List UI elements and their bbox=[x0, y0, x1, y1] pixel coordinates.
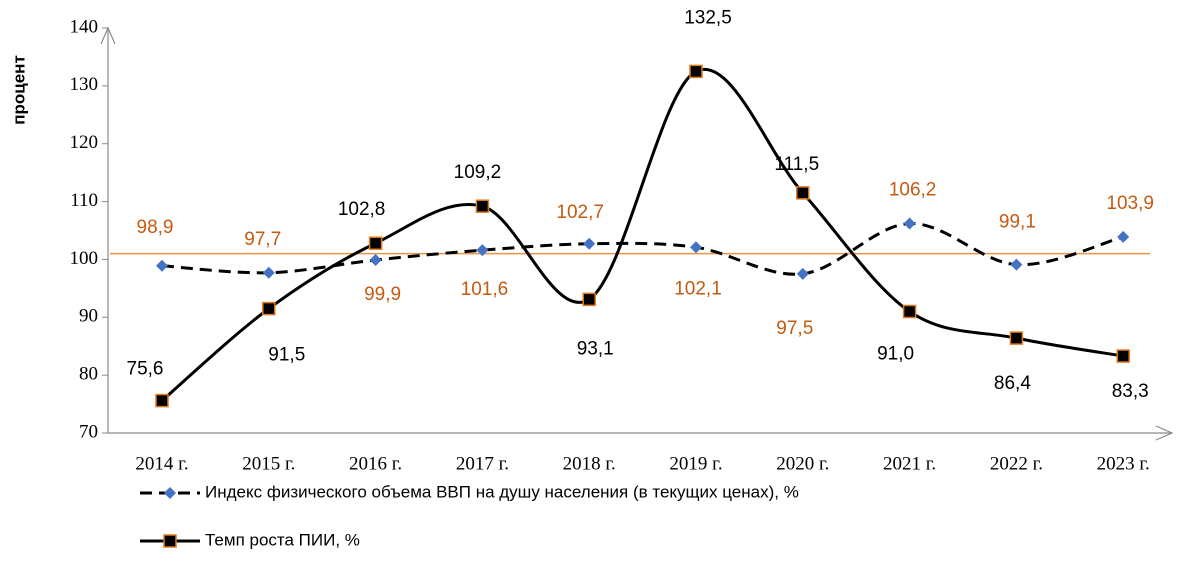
legend-label: Индекс физического объема ВВП на душу на… bbox=[205, 482, 799, 501]
y-tick-label: 90 bbox=[79, 306, 98, 327]
data-label: 106,2 bbox=[889, 180, 937, 201]
y-tick-label: 130 bbox=[70, 74, 99, 95]
x-tick-label: 2020 г. bbox=[776, 453, 829, 474]
y-tick-label: 140 bbox=[70, 16, 99, 37]
data-label: 93,1 bbox=[577, 338, 614, 359]
point bbox=[690, 241, 702, 254]
point bbox=[796, 186, 810, 200]
y-tick-label: 80 bbox=[79, 364, 98, 385]
data-label: 83,3 bbox=[1112, 381, 1149, 402]
point bbox=[262, 266, 275, 279]
x-tick-label: 2022 г. bbox=[990, 453, 1043, 474]
x-tick-label: 2018 г. bbox=[563, 453, 616, 474]
x-tick-label: 2014 г. bbox=[135, 453, 188, 474]
y-tick-label: 120 bbox=[70, 132, 99, 153]
point bbox=[583, 237, 596, 250]
data-label: 97,5 bbox=[776, 318, 813, 339]
point bbox=[475, 199, 490, 213]
x-tick-label: 2017 г. bbox=[456, 453, 509, 474]
data-label: 99,1 bbox=[999, 212, 1036, 233]
point bbox=[582, 292, 596, 307]
point bbox=[1117, 230, 1130, 243]
x-tick-label: 2015 г. bbox=[242, 453, 295, 474]
point bbox=[796, 267, 809, 280]
point bbox=[1009, 331, 1024, 345]
point bbox=[155, 393, 169, 408]
x-axis-arrow bbox=[1155, 425, 1174, 441]
y-tick-label: 70 bbox=[79, 421, 98, 442]
point bbox=[369, 254, 382, 267]
point bbox=[368, 236, 383, 250]
point bbox=[689, 64, 703, 79]
x-tick-label: 2021 г. bbox=[883, 453, 936, 474]
data-label: 98,9 bbox=[137, 217, 174, 238]
point bbox=[902, 304, 917, 319]
data-label: 91,5 bbox=[268, 345, 305, 366]
point bbox=[476, 244, 489, 257]
y-tick-label: 110 bbox=[70, 190, 98, 211]
data-label: 99,9 bbox=[364, 284, 401, 305]
data-label: 97,7 bbox=[244, 229, 281, 250]
data-label: 102,7 bbox=[556, 202, 604, 223]
series-line bbox=[161, 67, 1124, 402]
data-label: 102,8 bbox=[338, 199, 386, 220]
x-tick-label: 2019 г. bbox=[669, 453, 722, 474]
data-label: 102,1 bbox=[674, 278, 722, 299]
point bbox=[903, 217, 916, 230]
point bbox=[1010, 258, 1023, 271]
legend-marker bbox=[164, 487, 176, 499]
y-axis-label: процент bbox=[9, 55, 28, 125]
y-tick-label: 100 bbox=[70, 248, 99, 269]
data-label: 101,6 bbox=[461, 279, 509, 300]
data-label: 109,2 bbox=[454, 162, 502, 183]
data-label: 103,9 bbox=[1106, 193, 1154, 214]
data-label: 111,5 bbox=[774, 154, 819, 175]
data-label: 91,0 bbox=[877, 344, 914, 365]
legend-marker bbox=[163, 534, 177, 548]
x-tick-label: 2023 г. bbox=[1097, 453, 1150, 474]
legend-label: Темп роста ПИИ, % bbox=[205, 530, 360, 549]
point bbox=[262, 301, 276, 316]
point bbox=[156, 259, 168, 272]
data-label: 86,4 bbox=[994, 373, 1031, 394]
data-label: 75,6 bbox=[127, 359, 164, 380]
series-line bbox=[161, 222, 1124, 276]
x-tick-label: 2016 г. bbox=[349, 453, 402, 474]
point bbox=[1116, 349, 1130, 363]
data-label: 132,5 bbox=[684, 7, 732, 28]
